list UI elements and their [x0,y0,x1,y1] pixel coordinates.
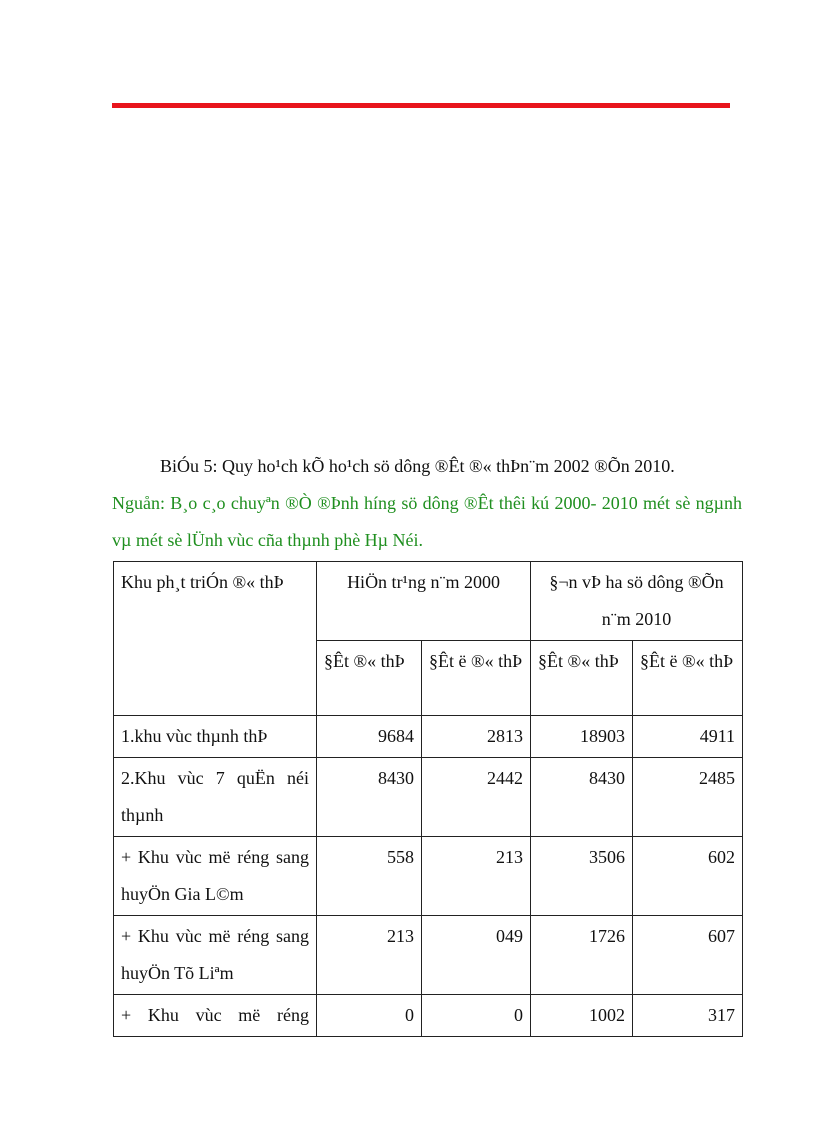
row-label: 1.khu vùc thµnh thÞ [113,715,317,758]
subheader-cell: §Êt ®« thÞ [316,640,422,716]
cell: 317 [632,994,744,1037]
row-label: + Khu vùc më réng sang huyÖn Gia L©m [113,836,317,916]
cell: 0 [316,994,422,1037]
cell: 2442 [420,757,532,837]
table-row: + Khu vùc më réng 0 0 1002 317 [113,994,744,1037]
cell: 0 [420,994,532,1037]
cell: 1002 [530,994,634,1037]
cell: 9684 [316,715,422,758]
cell: 2485 [632,757,744,837]
cell: 049 [420,915,532,995]
source-note: Nguån: B¸o c¸o chuyªn ®Ò ®Þnh h­íng sö d… [112,493,742,550]
table-row: 2.Khu vùc 7 quËn néi thµnh 8430 2442 843… [113,757,744,837]
row-label: + Khu vùc më réng [113,994,317,1037]
cell: 3506 [530,836,634,916]
cell: 213 [420,836,532,916]
cell: 4911 [632,715,744,758]
cell: 8430 [316,757,422,837]
table-row: + Khu vùc më réng sang huyÖn Gia L©m 558… [113,836,744,916]
table-row: 1.khu vùc thµnh thÞ 9684 2813 18903 4911 [113,715,744,758]
header-rule [112,103,730,108]
header-cell: HiÖn tr¹ng n¨m 2000 [315,561,532,641]
row-label: 2.Khu vùc 7 quËn néi thµnh [113,757,317,837]
subheader-cell: §Êt ®« thÞ [530,640,634,716]
cell: 558 [316,836,422,916]
cell: 2813 [420,715,532,758]
cell: 18903 [530,715,634,758]
table-header-row: Khu ph¸t triÓn ®« thÞ HiÖn tr¹ng n¨m 200… [113,561,744,716]
cell: 607 [632,915,744,995]
table-subheader-row: §Êt ®« thÞ §Êt ë ®« thÞ §Êt ®« thÞ §Êt ë… [114,640,744,716]
cell: 8430 [530,757,634,837]
subheader-cell: §Êt ë ®« thÞ [632,640,744,716]
table-caption: BiÓu 5: Quy ho¹ch kÕ ho¹ch sö dông ®Êt ®… [160,456,675,476]
subheader-cell: §Êt ë ®« thÞ [420,640,532,716]
header-cell: Khu ph¸t triÓn ®« thÞ [113,561,317,716]
table-row: + Khu vùc më réng sang huyÖn Tõ Liªm 213… [113,915,744,995]
data-table: Khu ph¸t triÓn ®« thÞ HiÖn tr¹ng n¨m 200… [113,561,744,1037]
cell: 602 [632,836,744,916]
row-label: + Khu vùc më réng sang huyÖn Tõ Liªm [113,915,317,995]
cell: 1726 [530,915,634,995]
cell: 213 [316,915,422,995]
header-cell: §¬n vÞ ha sö dông ®Õn n¨m 2010 [530,561,744,641]
